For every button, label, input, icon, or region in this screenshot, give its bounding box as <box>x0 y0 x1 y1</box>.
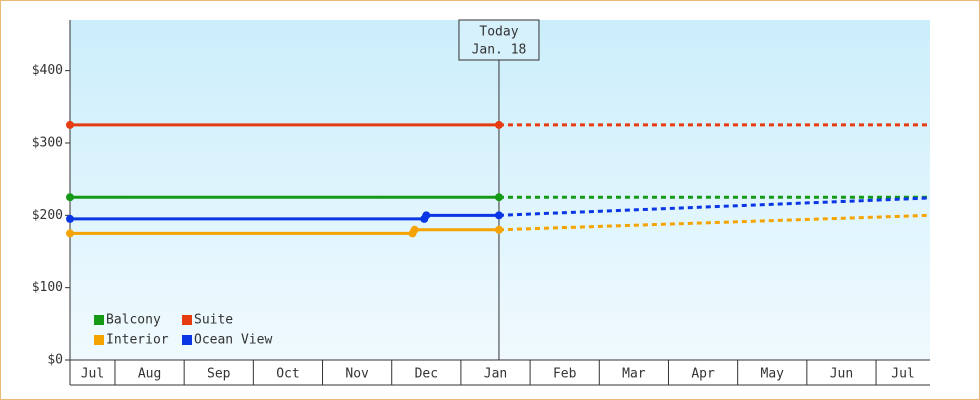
price-point <box>66 193 74 202</box>
price-point <box>494 211 503 220</box>
x-tick-label: Jul <box>81 367 104 382</box>
legend-label: Suite <box>194 313 233 328</box>
x-tick-label: Mar <box>622 367 646 382</box>
y-tick-label: $0 <box>47 353 63 368</box>
x-tick-label: May <box>761 367 785 382</box>
price-point <box>494 225 503 234</box>
today-label: Jan. 18 <box>472 43 527 58</box>
legend-swatch <box>182 335 192 345</box>
y-tick-label: $300 <box>32 135 63 150</box>
x-tick-label: Feb <box>553 367 577 382</box>
legend-swatch <box>182 315 192 325</box>
x-tick-label: Apr <box>691 367 715 382</box>
today-box <box>458 19 540 61</box>
x-tick-label: Jul <box>891 367 914 382</box>
x-tick-label: Jan <box>484 367 507 382</box>
price-point <box>494 193 503 202</box>
plot-area <box>70 20 930 360</box>
price-point <box>422 211 431 220</box>
x-tick-label: Aug <box>138 367 161 382</box>
y-tick-label: $200 <box>32 208 63 223</box>
price-point <box>66 214 74 223</box>
x-tick-label: Sep <box>207 367 231 382</box>
legend-swatch <box>94 315 104 325</box>
y-tick-label: $100 <box>32 280 63 295</box>
x-tick-label: Jun <box>830 367 853 382</box>
x-tick-label: Dec <box>415 367 438 382</box>
price-point <box>494 120 503 129</box>
today-label: Today <box>479 25 518 40</box>
legend-label: Interior <box>106 333 169 348</box>
legend-label: Ocean View <box>194 333 272 348</box>
x-tick-label: Nov <box>345 367 369 382</box>
price-point <box>410 225 419 234</box>
legend-swatch <box>94 335 104 345</box>
price-point <box>66 120 74 129</box>
legend-label: Balcony <box>106 313 161 328</box>
price-point <box>66 229 74 238</box>
x-tick-label: Oct <box>276 367 299 382</box>
y-tick-label: $400 <box>32 63 63 78</box>
